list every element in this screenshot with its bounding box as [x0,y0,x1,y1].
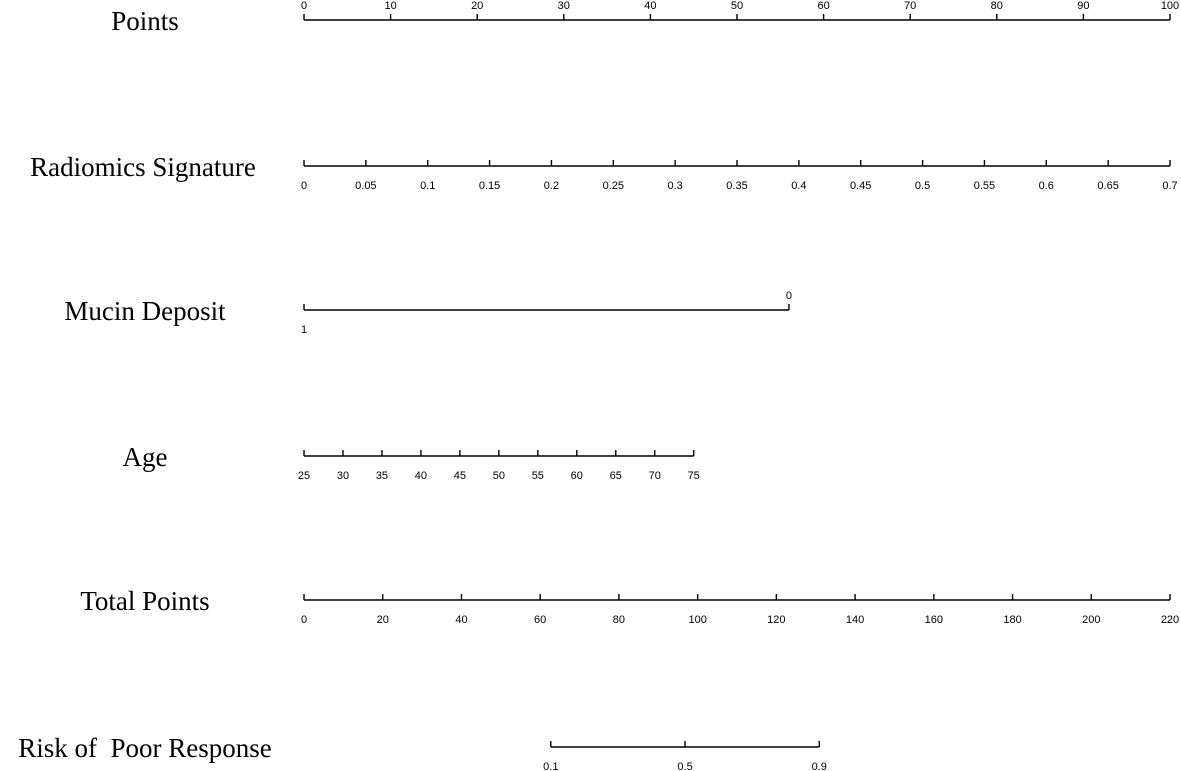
tick-label: 40 [455,614,467,626]
tick-label: 0.05 [355,180,376,192]
tick-label: 80 [613,614,625,626]
tick-label: 0.65 [1097,180,1118,192]
tick-label: 45 [454,470,466,482]
row-label: Points [111,6,179,36]
tick-label: 120 [767,614,785,626]
tick-label: 90 [1077,0,1089,12]
tick-label: 40 [644,0,656,12]
tick-label: 0.35 [726,180,747,192]
row-label: Risk of Poor Response [18,733,272,763]
tick-label: 0.9 [812,761,827,771]
tick-label: 40 [415,470,427,482]
tick-label: 0.5 [915,180,930,192]
tick-label: 160 [925,614,943,626]
tick-label: 20 [377,614,389,626]
tick-label: 0.45 [850,180,871,192]
tick-label: 100 [688,614,706,626]
tick-label: 0.2 [544,180,559,192]
tick-label: 55 [532,470,544,482]
tick-label: 20 [471,0,483,12]
tick-label: 50 [731,0,743,12]
tick-label: 60 [534,614,546,626]
tick-label: 200 [1082,614,1100,626]
tick-label: 65 [610,470,622,482]
tick-label: 0.15 [479,180,500,192]
tick-label: 0.5 [677,761,692,771]
tick-label: 70 [649,470,661,482]
tick-label: 0.25 [603,180,624,192]
row-label: Age [123,442,168,472]
tick-label: 60 [571,470,583,482]
tick-label: 70 [904,0,916,12]
tick-label: 0 [786,290,792,302]
tick-label: 0.1 [543,761,558,771]
tick-label: 100 [1161,0,1179,12]
tick-label: 0 [301,180,307,192]
tick-label: 75 [688,470,700,482]
row-label: Radiomics Signature [30,152,256,182]
row-label: Mucin Deposit [64,296,226,326]
tick-label: 25 [298,470,310,482]
tick-label: 80 [991,0,1003,12]
tick-label: 0.3 [667,180,682,192]
tick-label: 30 [558,0,570,12]
tick-label: 220 [1161,614,1179,626]
tick-label: 50 [493,470,505,482]
tick-label: 10 [384,0,396,12]
tick-label: 1 [301,324,307,336]
tick-label: 180 [1003,614,1021,626]
tick-label: 0.55 [974,180,995,192]
tick-label: 35 [376,470,388,482]
row-label: Total Points [80,586,209,616]
tick-label: 0.6 [1039,180,1054,192]
tick-label: 60 [817,0,829,12]
tick-label: 0 [301,614,307,626]
tick-label: 140 [846,614,864,626]
tick-label: 0.1 [420,180,435,192]
tick-label: 0.7 [1162,180,1177,192]
tick-label: 0 [301,0,307,12]
tick-label: 30 [337,470,349,482]
tick-label: 0.4 [791,180,806,192]
